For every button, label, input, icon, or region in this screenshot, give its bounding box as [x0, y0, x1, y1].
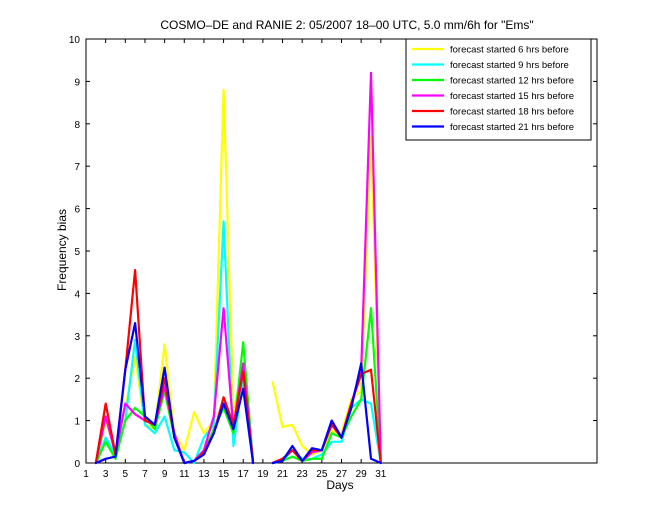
x-tick-label: 13 — [198, 469, 210, 480]
x-tick-label: 9 — [162, 469, 168, 480]
legend-entry-label: forecast started 6 hrs before — [450, 45, 569, 56]
x-tick-label: 27 — [336, 469, 348, 480]
legend-entry-label: forecast started 9 hrs before — [450, 60, 569, 71]
chart-title: COSMO–DE and RANIE 2: 05/2007 18–00 UTC,… — [160, 18, 533, 32]
legend: forecast started 6 hrs before forecast st… — [405, 38, 592, 141]
x-tick-label: 19 — [257, 469, 269, 480]
series-lines — [94, 71, 382, 465]
x-tick-label: 21 — [277, 469, 289, 480]
x-tick-label: 7 — [142, 469, 148, 480]
x-tick-label: 25 — [316, 469, 328, 480]
x-tick-label: 31 — [375, 469, 387, 480]
legend-box — [405, 38, 592, 141]
x-tick-label: 1 — [83, 469, 89, 480]
x-tick-label: 23 — [297, 469, 309, 480]
legend-entry-label: forecast started 21 hrs before — [450, 122, 574, 133]
y-tick-label: 10 — [69, 35, 81, 46]
y-tick-label: 8 — [74, 120, 80, 131]
legend-entry-label: forecast started 12 hrs before — [450, 76, 574, 87]
y-tick-label: 1 — [74, 417, 80, 428]
x-axis-label: Days — [326, 478, 353, 492]
y-tick-label: 9 — [74, 77, 80, 88]
y-tick-label: 3 — [74, 332, 80, 343]
x-tick-label: 17 — [238, 469, 250, 480]
legend-entry-label: forecast started 15 hrs before — [450, 91, 574, 102]
y-tick-label: 7 — [74, 162, 80, 173]
x-tick-label: 11 — [179, 469, 190, 480]
legend-entry-label: forecast started 18 hrs before — [450, 107, 574, 118]
y-tick-label: 2 — [74, 374, 80, 385]
x-tick-label: 5 — [123, 469, 129, 480]
x-tick-label: 3 — [103, 469, 109, 480]
y-tick-label: 6 — [74, 205, 80, 216]
y-tick-label: 0 — [74, 459, 80, 470]
x-tick-label: 29 — [356, 469, 368, 480]
series-line — [94, 322, 382, 465]
y-axis-label: Frequency bias — [55, 209, 69, 291]
y-tick-label: 4 — [74, 289, 80, 300]
x-tick-label: 15 — [218, 469, 230, 480]
y-tick-label: 5 — [74, 247, 80, 258]
